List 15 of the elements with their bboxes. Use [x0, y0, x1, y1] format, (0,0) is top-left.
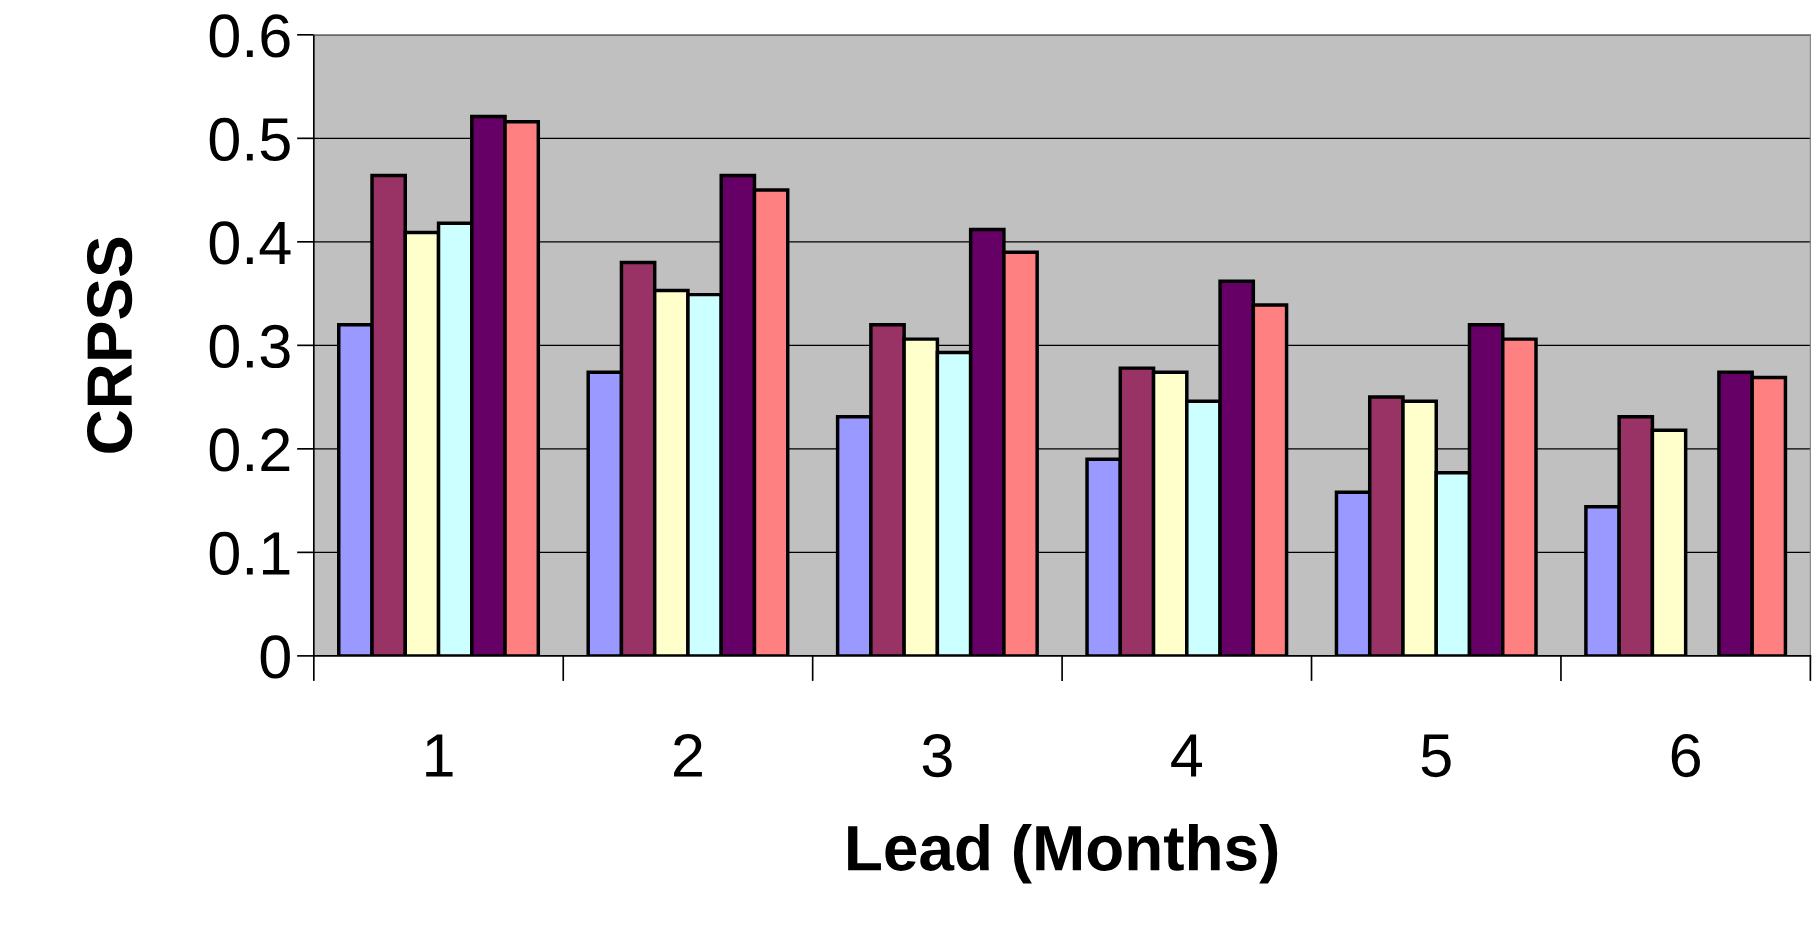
y-tick-label: 0.6	[209, 14, 290, 58]
x-tick-label: 2	[674, 733, 702, 777]
x-tick-label: 6	[1671, 733, 1700, 778]
x-axis-title: Lead (Months)	[848, 823, 1278, 884]
y-tick-label: 0	[260, 635, 290, 679]
x-tick-label: 3	[922, 733, 952, 778]
y-tick-label: 0.4	[209, 221, 291, 265]
x-tick-label: 4	[1171, 734, 1203, 777]
y-axis-title: CRPSS	[86, 237, 133, 453]
x-tick-label: 5	[1421, 734, 1451, 778]
y-tick-label: 0.2	[209, 428, 290, 472]
y-tick-label: 0.5	[209, 117, 290, 162]
y-tick-label: 0.1	[209, 531, 290, 576]
y-tick-label: 0.3	[209, 324, 290, 369]
x-tick-label: 1	[426, 734, 453, 777]
